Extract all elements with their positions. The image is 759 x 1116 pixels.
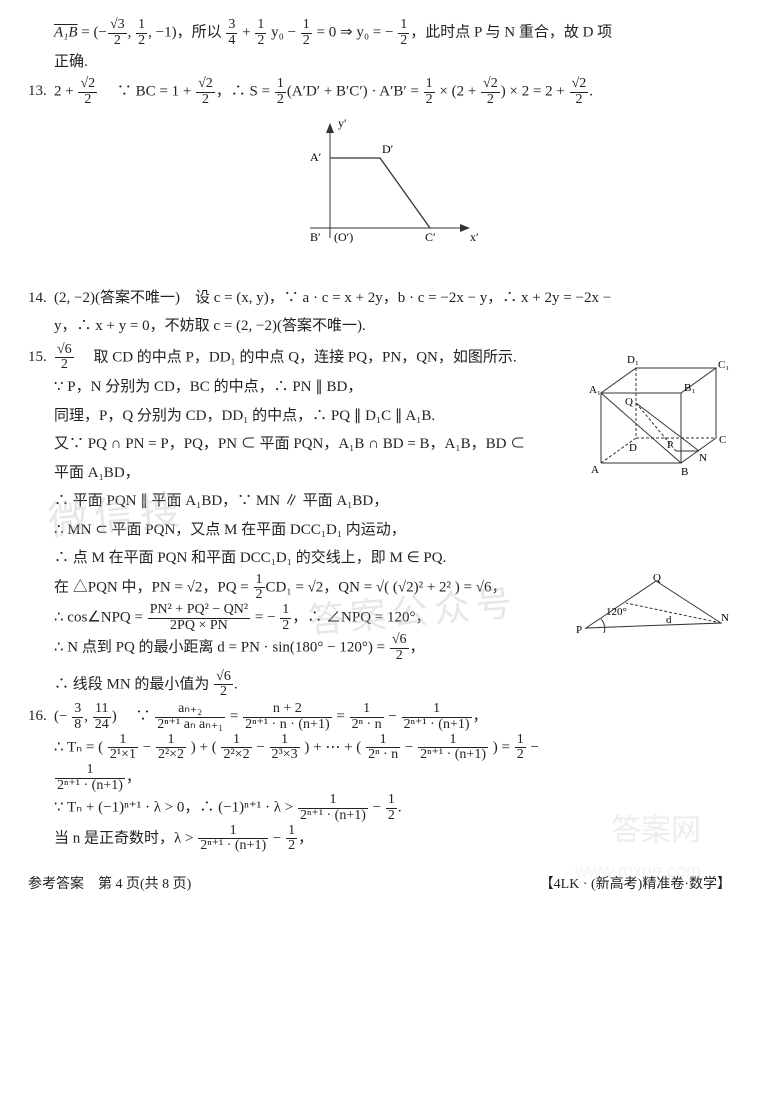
svg-text:A′: A′ bbox=[310, 150, 322, 164]
svg-text:N: N bbox=[721, 612, 729, 624]
p13-num: 13. bbox=[28, 77, 54, 106]
p14-l2: y，∴ x + y = 0，不妨取 c = (2, −2)(答案不唯一). bbox=[54, 312, 731, 341]
p16-num: 16. bbox=[28, 702, 54, 731]
svg-text:P: P bbox=[667, 439, 673, 451]
p15-num: 15. bbox=[28, 343, 54, 372]
p16: 16. (− 38, 1124) ∵ aₙ₊₂2ⁿ⁺¹ aₙ aₙ₊₁ = n … bbox=[28, 702, 731, 854]
svg-text:B: B bbox=[681, 466, 688, 478]
svg-text:D₁: D₁ bbox=[627, 354, 639, 366]
p16-l3: 12ⁿ⁺¹ · (n+1)， bbox=[54, 763, 731, 793]
p15-l7: ∴ MN ⊂ 平面 PQN，又点 M 在平面 DCC₁D₁ 内运动， bbox=[54, 516, 731, 545]
footer-right: 【4LK · (新高考)精准卷·数学】 bbox=[540, 872, 731, 899]
p16-l4: ∵ Tₙ + (−1)ⁿ⁺¹ · λ > 0，∴ (−1)ⁿ⁺¹ · λ > 1… bbox=[54, 793, 731, 823]
svg-text:C: C bbox=[719, 434, 726, 446]
svg-text:B₁: B₁ bbox=[684, 382, 695, 394]
footer: 参考答案 第 4 页(共 8 页) 【4LK · (新高考)精准卷·数学】 bbox=[28, 872, 731, 899]
p12-line2: 正确. bbox=[28, 48, 731, 77]
p15-l8: ∴ 点 M 在平面 PQN 和平面 DCC₁D₁ 的交线上，即 M ∈ PQ. bbox=[54, 544, 731, 573]
svg-text:D′: D′ bbox=[382, 142, 394, 156]
svg-text:x′: x′ bbox=[470, 230, 479, 244]
svg-text:y′: y′ bbox=[338, 116, 347, 130]
p13: 13. 2 + √22 ∵ BC = 1 + √22，∴ S = 12(A′D′… bbox=[28, 77, 731, 107]
p12-line1: A₁B = (−√32, 12, −1)，所以 34 + 12 y₀ − 12 … bbox=[28, 18, 731, 48]
svg-text:D: D bbox=[629, 442, 637, 454]
svg-text:N: N bbox=[699, 452, 707, 464]
p16-l2: ∴ Tₙ = ( 12¹×1 − 12²×2 ) + ( 12²×2 − 12³… bbox=[54, 733, 731, 763]
p16-l1: (− 38, 1124) ∵ aₙ₊₂2ⁿ⁺¹ aₙ aₙ₊₁ = n + 22… bbox=[54, 702, 731, 732]
svg-text:d: d bbox=[666, 614, 672, 626]
p15: 15. √62 取 CD 的中点 P，DD₁ 的中点 Q，连接 PQ，PN，QN… bbox=[28, 343, 731, 700]
p15-cube: A B C D A₁ B₁ C₁ D₁ P Q N bbox=[581, 343, 731, 504]
svg-text:120°: 120° bbox=[606, 606, 627, 618]
p14-l1: (2, −2)(答案不唯一) 设 c = (x, y)，∵ a · c = x … bbox=[54, 284, 731, 313]
p15-l12: ∴ 线段 MN 的最小值为 √62. bbox=[54, 670, 731, 700]
p16-l5: 当 n 是正奇数时，λ > 12ⁿ⁺¹ · (n+1) − 12， bbox=[54, 824, 731, 854]
p13-graph: y′ x′ A′ D′ B′ (O′) C′ bbox=[28, 113, 731, 274]
svg-text:P: P bbox=[576, 624, 582, 636]
svg-text:C₁: C₁ bbox=[718, 359, 729, 371]
svg-text:Q: Q bbox=[625, 396, 633, 408]
svg-text:A₁: A₁ bbox=[589, 384, 601, 396]
footer-left: 参考答案 第 4 页(共 8 页) bbox=[28, 872, 191, 899]
p15-triangle: 120° Q N P d bbox=[571, 573, 731, 674]
p14: 14. (2, −2)(答案不唯一) 设 c = (x, y)，∵ a · c … bbox=[28, 284, 731, 341]
svg-text:Q: Q bbox=[653, 573, 661, 584]
svg-text:(O′): (O′) bbox=[334, 230, 353, 244]
svg-text:C′: C′ bbox=[425, 230, 436, 244]
svg-text:A: A bbox=[591, 464, 599, 476]
svg-text:B′: B′ bbox=[310, 230, 321, 244]
p14-num: 14. bbox=[28, 284, 54, 313]
